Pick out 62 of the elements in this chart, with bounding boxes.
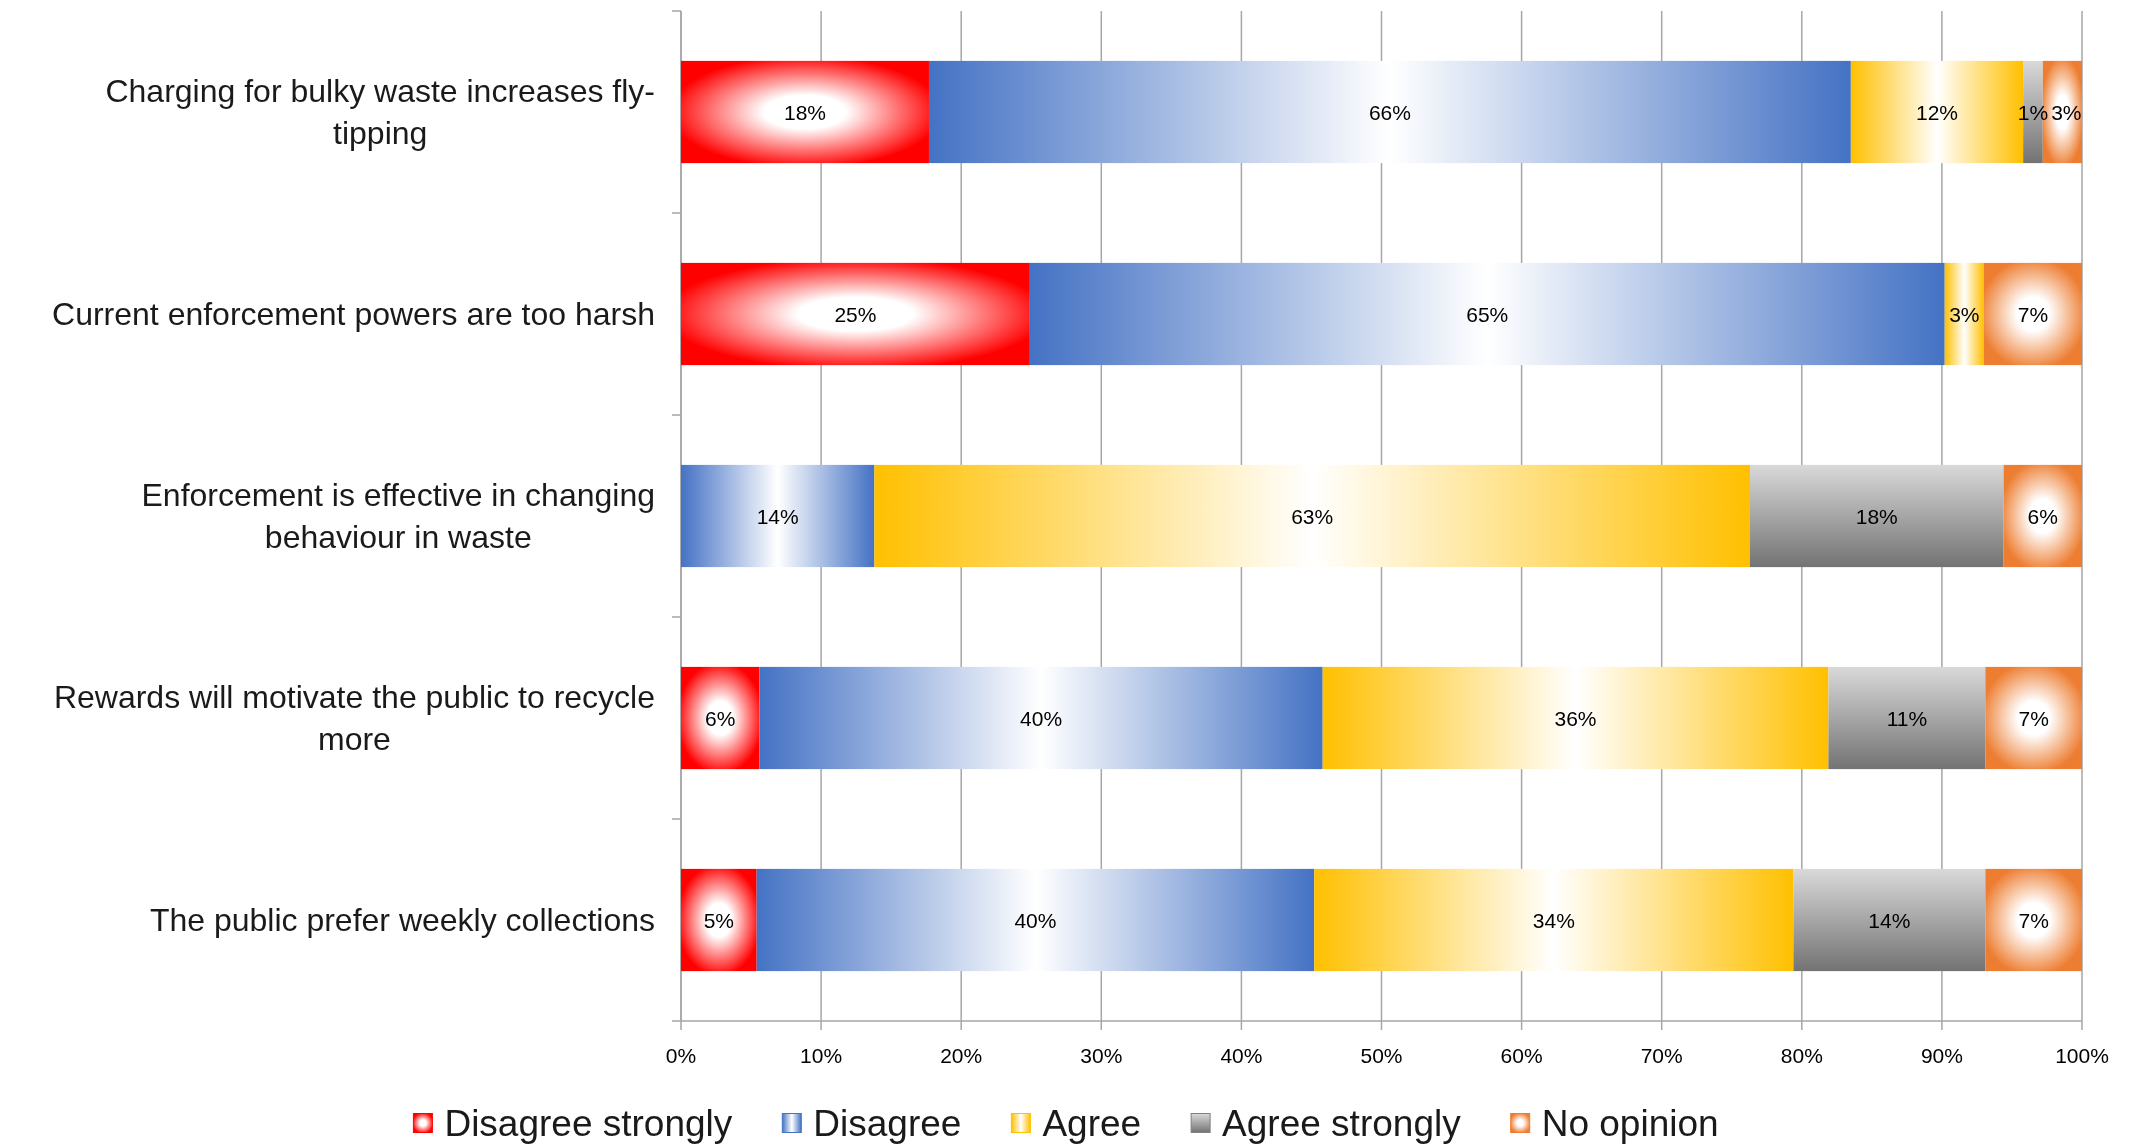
y-tick-label: Enforcement is effective in changing behaviour in waste	[141, 477, 655, 555]
x-tick-label: 20%	[940, 1044, 983, 1067]
x-tick-label: 60%	[1500, 1044, 1543, 1067]
bar	[681, 60, 929, 164]
y-tick-label: The public prefer weekly collections	[149, 902, 655, 939]
bar	[1749, 464, 2004, 568]
bar	[1793, 868, 1986, 972]
bar	[756, 868, 1315, 972]
data-label: 14%	[1868, 908, 1911, 932]
data-label: 7%	[2018, 908, 2049, 932]
data-label: 3%	[1949, 302, 1980, 326]
legend-label: Agree strongly	[1222, 1102, 1462, 1144]
data-label: 25%	[834, 302, 877, 326]
data-label: 65%	[1466, 302, 1509, 326]
data-label: 18%	[1855, 504, 1898, 528]
bar	[759, 666, 1323, 770]
legend-label: No opinion	[1541, 1102, 1719, 1144]
y-tick-label: Current enforcement powers are too harsh	[52, 296, 655, 333]
bar	[1985, 666, 2082, 770]
data-label: 11%	[1886, 706, 1928, 730]
data-label: 36%	[1554, 706, 1597, 730]
y-tick-label: Rewards will motivate the public to recycle more	[53, 679, 655, 757]
data-label: 7%	[2017, 302, 2049, 326]
x-tick-label: 90%	[1920, 1044, 1963, 1067]
y-tick-label: Charging for bulky waste increases fly-tipping	[105, 73, 655, 151]
data-label: 6%	[705, 706, 736, 730]
x-tick-label: 0%	[665, 1044, 697, 1067]
data-label: 6%	[2027, 504, 2058, 528]
bar	[1314, 868, 1794, 972]
bar	[1828, 666, 1986, 770]
data-label: 63%	[1291, 504, 1334, 528]
legend-label: Disagree	[813, 1102, 962, 1144]
x-tick-label: 40%	[1220, 1044, 1263, 1067]
bar	[928, 60, 1851, 164]
data-label: 40%	[1014, 908, 1057, 932]
bar	[2003, 464, 2082, 568]
data-label: 34%	[1532, 908, 1575, 932]
data-label: 18%	[783, 100, 826, 124]
data-label: 40%	[1020, 706, 1063, 730]
x-tick-label: 10%	[800, 1044, 843, 1067]
x-tick-label: 30%	[1080, 1044, 1123, 1067]
bar	[874, 464, 1750, 568]
x-tick-label: 100%	[2055, 1044, 2109, 1067]
bar	[1322, 666, 1829, 770]
bar	[681, 464, 875, 568]
x-tick-label: 80%	[1780, 1044, 1823, 1067]
data-label: 5%	[703, 908, 735, 932]
data-label: 66%	[1368, 100, 1411, 124]
bar	[681, 666, 760, 770]
bar	[1985, 868, 2082, 972]
data-label: 7%	[2018, 706, 2049, 730]
x-tick-label: 50%	[1360, 1044, 1403, 1067]
legend-label: Disagree strongly	[444, 1102, 733, 1144]
bar	[1944, 262, 1984, 366]
bar	[1029, 262, 1945, 366]
bar	[681, 868, 757, 972]
data-label: 14%	[756, 504, 799, 528]
legend-label: Agree	[1042, 1102, 1142, 1144]
data-label: 12%	[1915, 100, 1959, 124]
bar	[681, 262, 1030, 366]
bar	[1983, 262, 2082, 366]
x-tick-label: 70%	[1640, 1044, 1683, 1067]
